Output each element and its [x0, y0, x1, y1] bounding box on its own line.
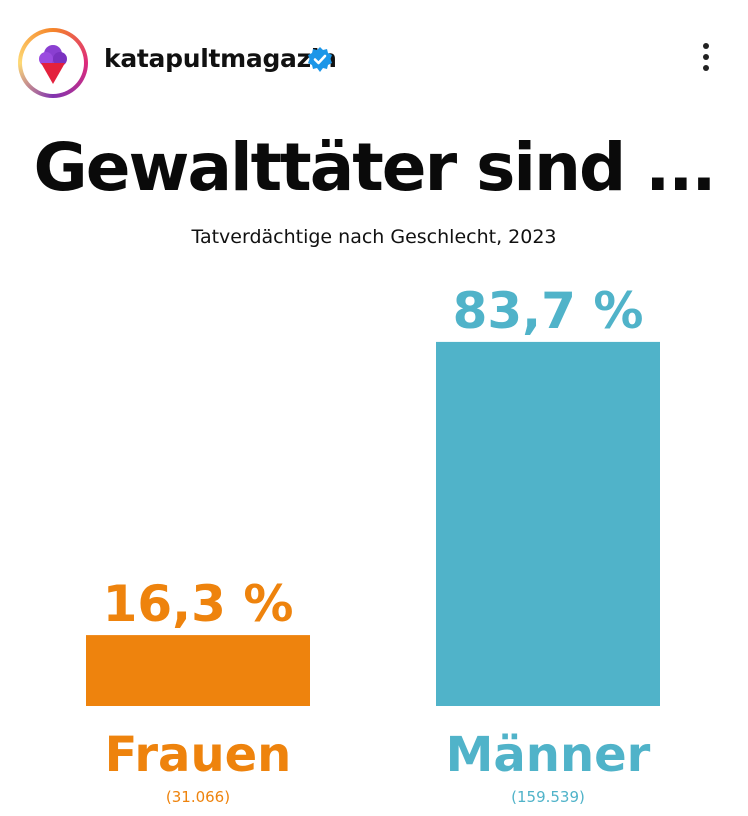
category-label-frauen: Frauen [105, 727, 292, 783]
post-header: katapultmagazin [0, 0, 748, 120]
count-label-frauen: (31.066) [166, 788, 230, 806]
more-dot [703, 65, 709, 71]
ice-cream-logo-icon [39, 45, 67, 84]
bar-frauen [86, 635, 310, 706]
chart-title: Gewalttäter sind ... [33, 129, 717, 206]
chart-subtitle: Tatverdächtige nach Geschlecht, 2023 [191, 226, 557, 248]
count-label-maenner: (159.539) [511, 788, 585, 806]
username[interactable]: katapultmagazin [104, 44, 337, 73]
avatar[interactable] [18, 28, 88, 98]
more-vertical-icon [703, 43, 709, 49]
avatar-inner [22, 32, 84, 94]
value-label-maenner: 83,7 % [453, 282, 644, 340]
verified-badge-icon [308, 47, 332, 72]
bar-maenner [436, 341, 660, 706]
category-label-maenner: Männer [446, 727, 651, 783]
value-label-frauen: 16,3 % [103, 575, 294, 633]
bar-chart: 16,3 % Frauen (31.066) 83,7 % Männer (159.539… [86, 282, 660, 806]
more-options-button[interactable] [694, 40, 718, 80]
more-dot [703, 54, 709, 60]
